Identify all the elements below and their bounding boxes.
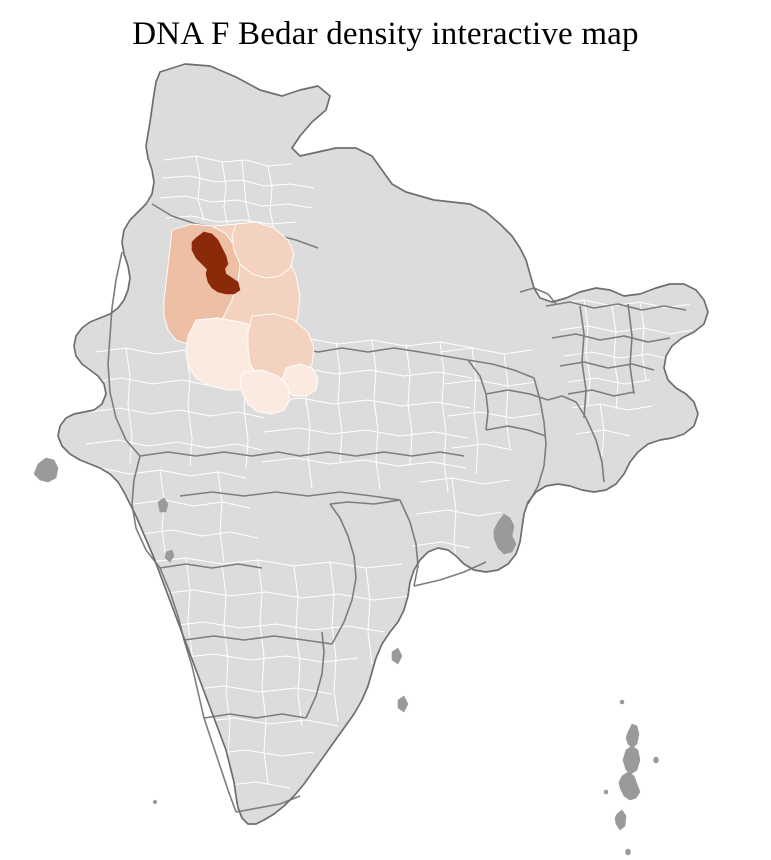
highlight-region-punjab-haryana[interactable] <box>163 221 319 415</box>
sundarbans-patch <box>493 513 517 555</box>
island-dot-north <box>619 699 625 705</box>
district-himachal-foothills[interactable] <box>231 221 295 279</box>
india-map-svg[interactable]: .land { fill:#dcdcdc; stroke:#ffffff; st… <box>0 52 771 860</box>
lakshadweep-dot <box>152 799 158 805</box>
district-boundaries <box>69 155 693 789</box>
island-north-andaman <box>625 723 640 749</box>
konkan-patch <box>157 497 169 513</box>
andaman-nicobar-islands[interactable] <box>603 699 659 860</box>
india-map-canvas[interactable]: .land { fill:#dcdcdc; stroke:#ffffff; st… <box>0 52 771 860</box>
page-title: DNA F Bedar density interactive map <box>132 16 639 52</box>
island-middle-andaman <box>622 745 641 775</box>
tn-coast-patch <box>397 695 409 713</box>
island-south-andaman <box>618 771 641 801</box>
island-car-nicobar <box>625 848 631 856</box>
goa-patch <box>164 549 175 563</box>
island-dot-west <box>603 789 609 795</box>
kutch-west-tip <box>33 457 59 483</box>
island-little-andaman <box>614 809 627 831</box>
island-dot-east <box>653 756 659 764</box>
india-base-landmass[interactable] <box>57 63 709 825</box>
lakshadweep-islands[interactable] <box>152 799 158 805</box>
india-landmass[interactable] <box>57 63 709 825</box>
district-amritsar-max[interactable] <box>205 253 241 295</box>
coastal-dark-patches <box>33 457 517 713</box>
coromandel-patch <box>391 647 403 665</box>
india-coastline-outline <box>57 63 709 825</box>
district-south-tail[interactable] <box>239 369 291 415</box>
